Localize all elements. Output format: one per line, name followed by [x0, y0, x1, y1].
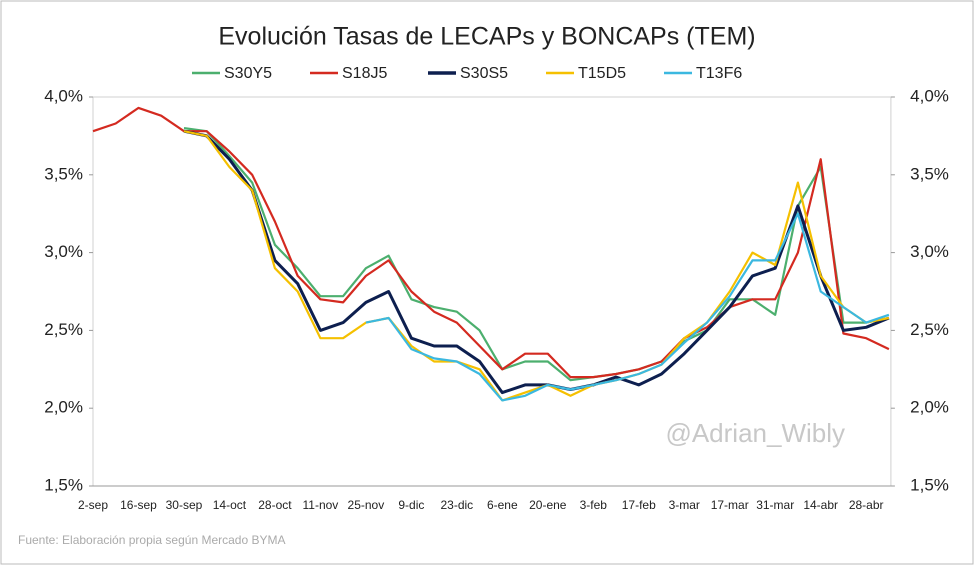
series-line [92, 106, 890, 379]
x-tick-label: 14-abr [803, 498, 838, 512]
legend-label: S30Y5 [224, 65, 272, 82]
series-line [183, 130, 890, 402]
y-tick-label: 2,5% [44, 320, 83, 339]
x-tick-label: 25-nov [348, 498, 385, 512]
y2-tick-label: 2,5% [910, 320, 949, 339]
x-tick-label: 20-ene [529, 498, 567, 512]
chart-title: Evolución Tasas de LECAPs y BONCAPs (TEM… [218, 23, 755, 51]
x-tick-label: 30-sep [166, 498, 203, 512]
y-tick-label: 3,5% [44, 164, 83, 183]
y-tick-label: 2,0% [44, 398, 83, 417]
legend-label: T15D5 [578, 65, 626, 82]
y2-tick-label: 2,0% [910, 398, 949, 417]
watermark: @Adrian_Wibly [665, 418, 845, 448]
legend-label: S18J5 [342, 65, 387, 82]
series-line [183, 129, 890, 395]
legend-label: T13F6 [696, 65, 742, 82]
x-tick-label: 17-feb [622, 498, 656, 512]
legend-label: S30S5 [460, 65, 508, 82]
x-tick-label: 23-dic [440, 498, 473, 512]
series-line [183, 127, 890, 382]
x-tick-label: 3-mar [669, 498, 700, 512]
y-tick-label: 3,0% [44, 242, 83, 261]
y2-tick-label: 3,0% [910, 242, 949, 261]
x-tick-label: 17-mar [711, 498, 749, 512]
series-line [365, 212, 890, 402]
x-tick-label: 9-dic [398, 498, 424, 512]
x-tick-label: 28-oct [258, 498, 292, 512]
y2-tick-label: 3,5% [910, 164, 949, 183]
x-tick-label: 14-oct [213, 498, 247, 512]
x-tick-label: 3-feb [580, 498, 608, 512]
x-tick-label: 31-mar [756, 498, 794, 512]
y-tick-label: 1,5% [44, 475, 83, 494]
y-tick-label: 4,0% [44, 86, 83, 105]
x-tick-label: 6-ene [487, 498, 518, 512]
x-tick-label: 28-abr [849, 498, 884, 512]
source-note: Fuente: Elaboración propia según Mercado… [18, 533, 286, 547]
x-tick-label: 16-sep [120, 498, 157, 512]
x-tick-label: 11-nov [302, 498, 338, 512]
y2-tick-label: 4,0% [910, 86, 949, 105]
y2-tick-label: 1,5% [910, 475, 949, 494]
x-tick-label: 2-sep [78, 498, 108, 512]
